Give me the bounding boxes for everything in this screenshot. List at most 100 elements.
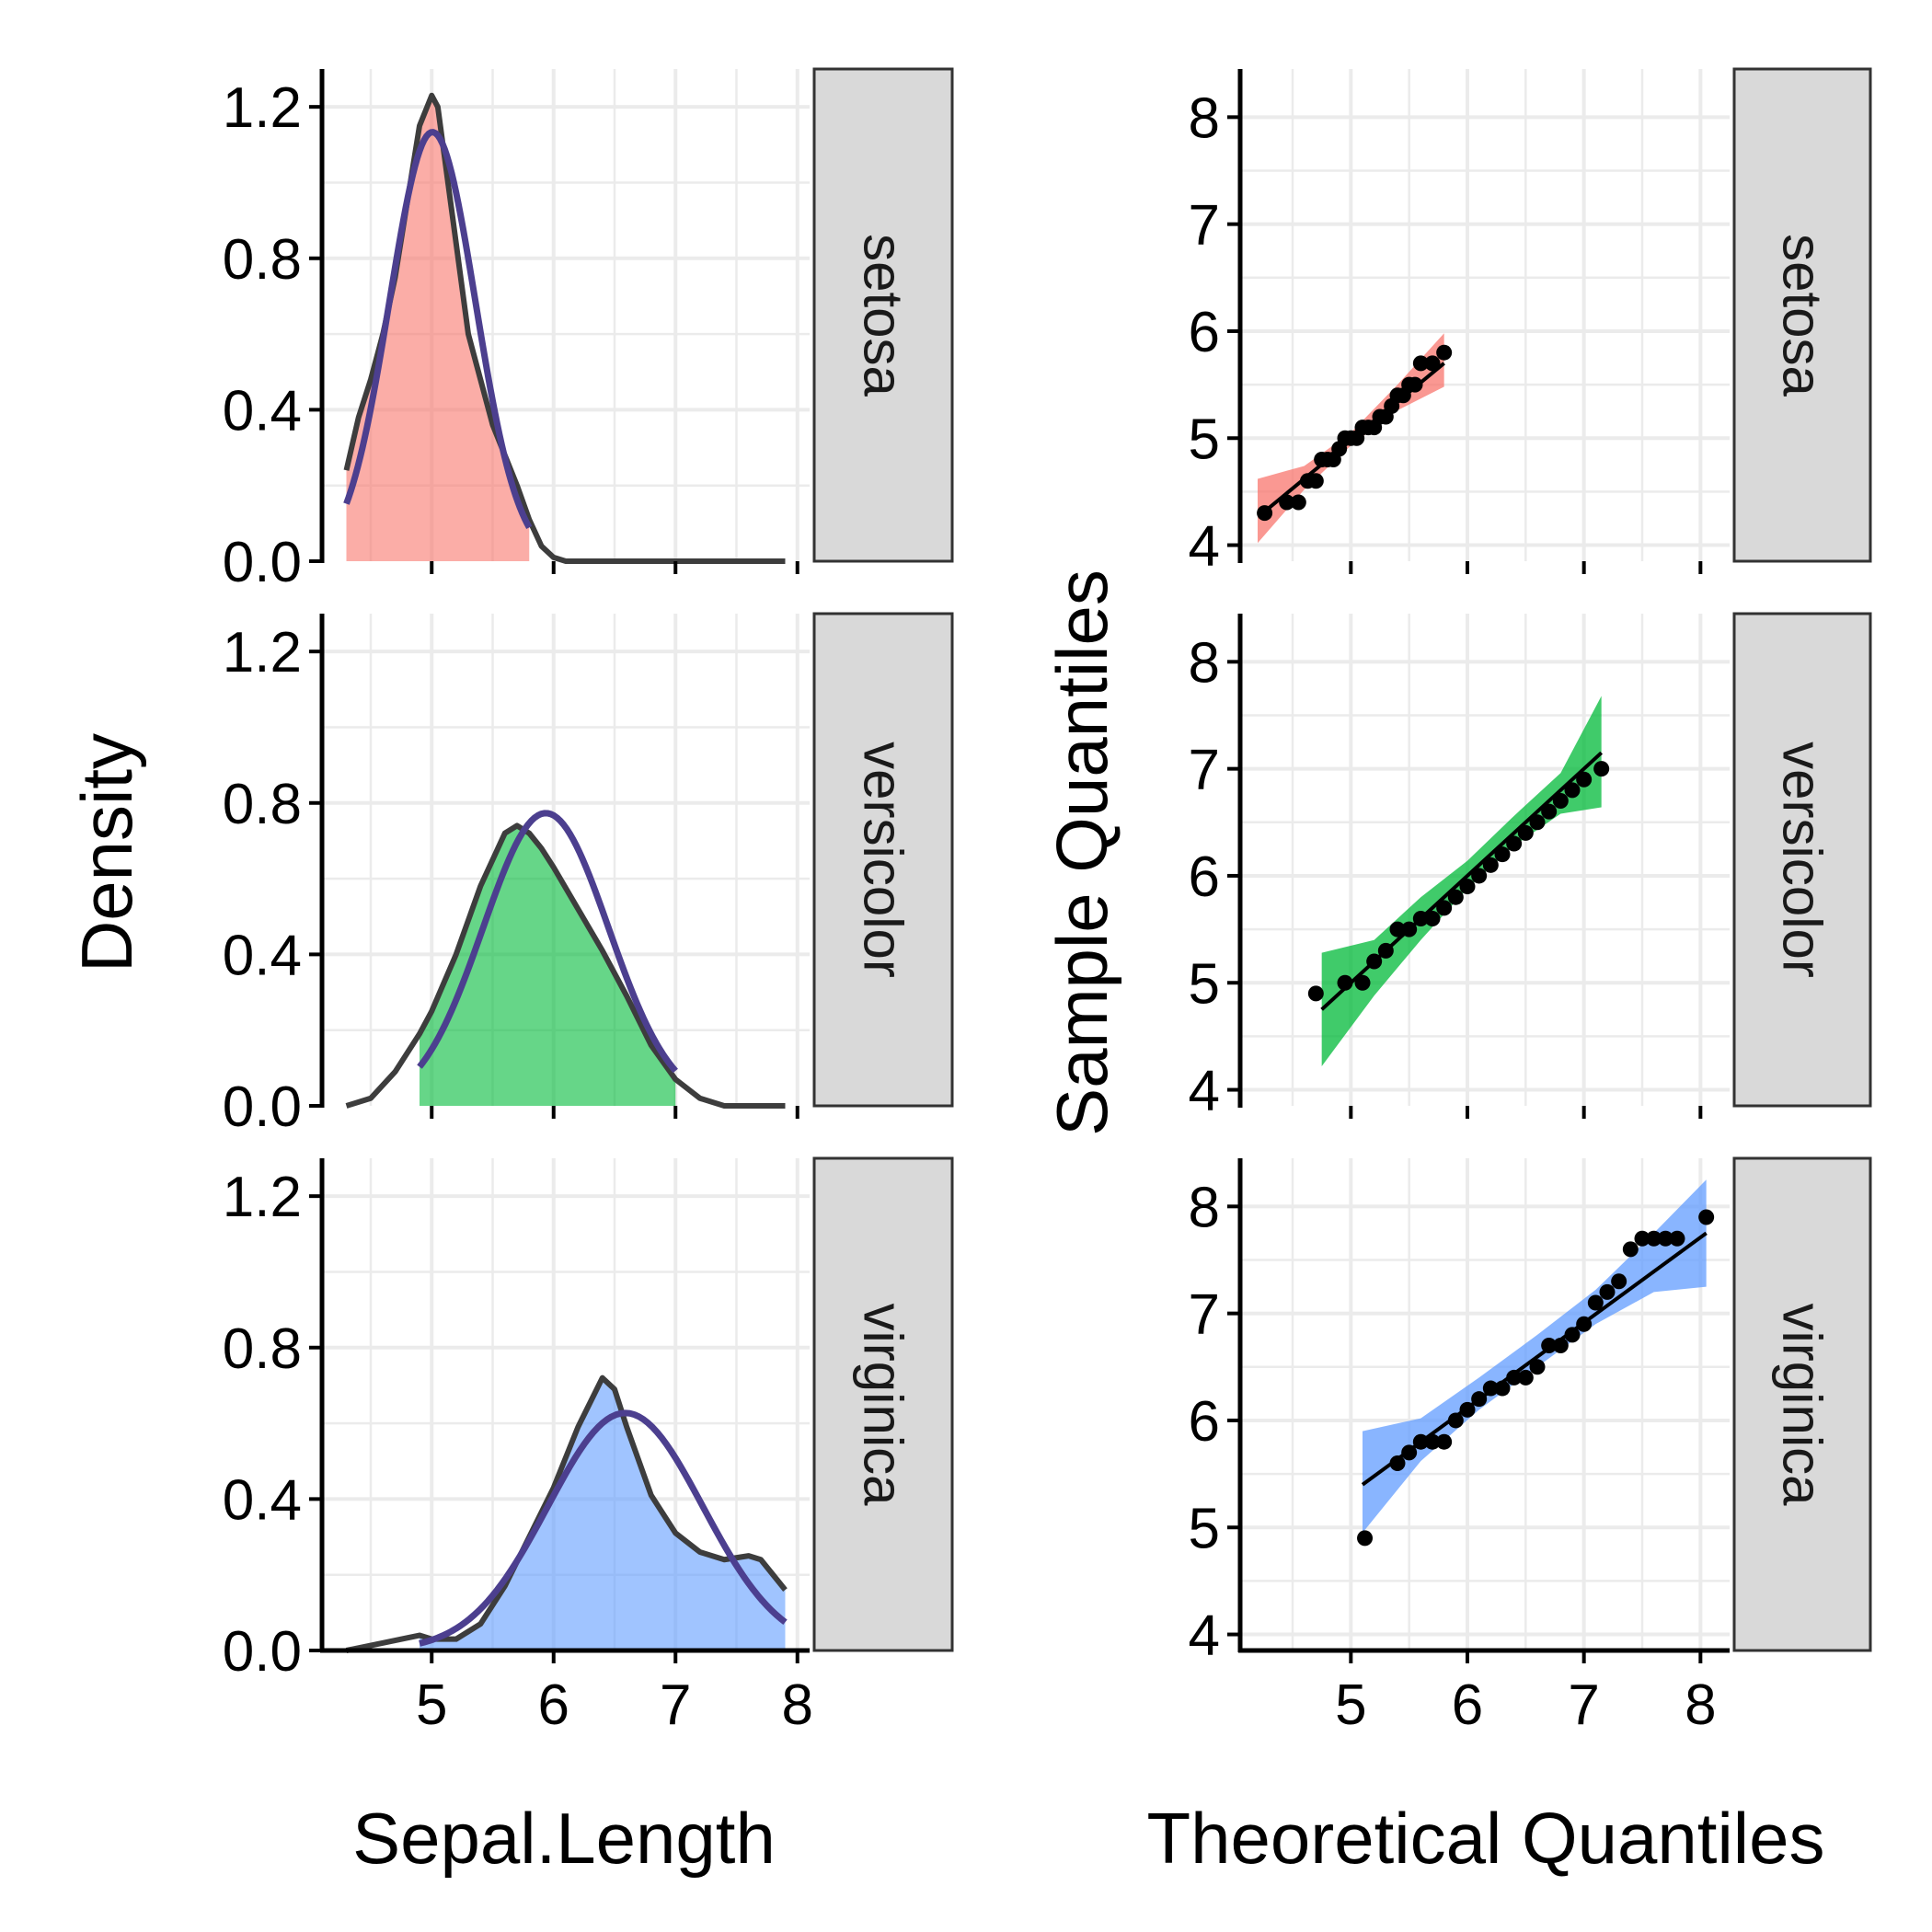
qq-virginica-x-tick-label: 7	[1568, 1673, 1599, 1737]
density-setosa-y-tick-label: 0.8	[223, 228, 302, 292]
qq-virginica-point	[1599, 1283, 1616, 1300]
qq-virginica-point	[1401, 1444, 1418, 1461]
density-virginica-strip	[812, 1156, 954, 1652]
qq-virginica-point	[1541, 1338, 1558, 1354]
qq-virginica-point	[1657, 1230, 1673, 1247]
qq-setosa-point	[1307, 473, 1324, 489]
qq-versicolor-point	[1482, 857, 1499, 873]
qq-setosa-point	[1436, 344, 1453, 361]
qq-versicolor-point	[1564, 782, 1581, 799]
density-setosa-strip-label: setosa	[853, 234, 914, 397]
qq-virginica-point	[1436, 1433, 1453, 1450]
qq-virginica-x-tick-label: 5	[1335, 1673, 1366, 1737]
density-versicolor-strip-label: versicolor	[853, 742, 914, 978]
density-virginica-x-tick-label: 5	[416, 1673, 447, 1737]
qq-virginica-point	[1698, 1209, 1715, 1225]
qq-virginica-point	[1389, 1455, 1406, 1471]
qq-versicolor-point	[1389, 921, 1406, 937]
qq-versicolor-reference-line	[1320, 751, 1604, 1011]
data-layer	[343, 92, 1715, 1653]
qq-versicolor-point	[1307, 985, 1324, 1002]
qq-virginica-point	[1529, 1359, 1546, 1375]
qq-versicolor-point	[1412, 910, 1429, 926]
qq-versicolor-point	[1541, 803, 1558, 820]
qq-versicolor-y-tick-label: 5	[1189, 952, 1220, 1016]
qq-versicolor-point	[1576, 771, 1593, 788]
qq-versicolor-point	[1354, 974, 1371, 991]
qq-setosa-y-tick-label: 8	[1189, 86, 1220, 150]
density-setosa-y-tick-label: 0.0	[223, 531, 302, 594]
density-setosa-density-area	[346, 95, 530, 562]
qq-setosa-strip-label: setosa	[1772, 234, 1834, 397]
qq-setosa-y-tick-label: 6	[1189, 301, 1220, 364]
qq-virginica-y-tick-label: 7	[1189, 1283, 1220, 1347]
density-virginica-normal-curve	[419, 1409, 788, 1647]
qq-virginica-point	[1576, 1316, 1593, 1332]
qq-virginica-y-tick-label: 6	[1189, 1390, 1220, 1454]
density-virginica-y-tick-label: 0.4	[223, 1468, 302, 1532]
qq-virginica-point	[1482, 1380, 1499, 1397]
density-setosa-strip	[812, 67, 954, 563]
qq-versicolor-strip-label: versicolor	[1772, 742, 1834, 978]
qq-setosa-strip	[1732, 67, 1872, 563]
left-y-axis-title: Density	[66, 733, 147, 972]
density-versicolor-y-tick-label: 0.4	[223, 924, 302, 987]
qq-virginica-point	[1424, 1433, 1441, 1450]
qq-versicolor-point	[1436, 900, 1453, 916]
qq-setosa-point	[1290, 494, 1306, 511]
qq-setosa-y-tick-label: 7	[1189, 194, 1220, 258]
qq-virginica-point	[1357, 1530, 1374, 1547]
qq-virginica-point	[1646, 1230, 1662, 1247]
density-versicolor-y-tick-label: 0.0	[223, 1075, 302, 1139]
qq-versicolor-point	[1494, 846, 1511, 863]
qq-versicolor-y-tick-label: 8	[1189, 631, 1220, 695]
qq-virginica-point	[1634, 1230, 1650, 1247]
qq-virginica-point	[1552, 1338, 1569, 1354]
qq-virginica-point	[1494, 1380, 1511, 1397]
density-virginica-y-tick-label: 1.2	[223, 1166, 302, 1229]
qq-versicolor-point	[1377, 942, 1394, 959]
qq-setosa-point	[1424, 355, 1441, 372]
density-virginica-x-tick-label: 7	[660, 1673, 691, 1737]
qq-versicolor-point	[1337, 974, 1353, 991]
qq-versicolor-point	[1447, 889, 1464, 905]
qq-virginica-point	[1669, 1230, 1685, 1247]
qq-virginica-x-tick-label: 8	[1685, 1673, 1716, 1737]
qq-versicolor-point	[1593, 761, 1610, 777]
qq-versicolor-y-tick-label: 4	[1189, 1060, 1220, 1123]
qq-virginica-point	[1471, 1391, 1488, 1408]
right-x-axis-title: Theoretical Quantiles	[1146, 1798, 1824, 1879]
density-virginica-density-area	[420, 1377, 786, 1650]
qq-virginica-point	[1459, 1401, 1476, 1418]
qq-virginica-point	[1506, 1369, 1523, 1386]
qq-versicolor-point	[1529, 814, 1546, 831]
qq-versicolor-point	[1517, 824, 1534, 841]
qq-virginica-y-tick-label: 4	[1189, 1604, 1220, 1668]
qq-versicolor-y-tick-label: 6	[1189, 845, 1220, 909]
qq-virginica-point	[1447, 1412, 1464, 1429]
qq-virginica-point	[1622, 1241, 1639, 1258]
qq-versicolor-point	[1366, 953, 1383, 970]
qq-versicolor-point	[1401, 921, 1418, 937]
qq-versicolor-point	[1459, 879, 1476, 895]
qq-virginica-point	[1611, 1273, 1627, 1290]
density-virginica-y-tick-label: 0.0	[223, 1620, 302, 1684]
qq-setosa-y-tick-label: 4	[1189, 515, 1220, 579]
qq-versicolor-point	[1424, 910, 1441, 926]
qq-setosa-y-tick-label: 5	[1189, 408, 1220, 471]
axis-layer: 0.0 0.4 0.8 1.2 0.0 0.4 0.8 1.2 0.0 0.4 0.8 1.2 5 6 7 8…	[223, 69, 1730, 1737]
qq-virginica-strip	[1732, 1156, 1872, 1652]
density-versicolor-normal-curve	[417, 810, 678, 1074]
qq-virginica-point	[1412, 1433, 1429, 1450]
density-virginica-x-tick-label: 8	[782, 1673, 813, 1737]
density-setosa-y-tick-label: 0.4	[223, 379, 302, 443]
qq-virginica-point	[1564, 1327, 1581, 1343]
density-virginica-strip-label: virginica	[853, 1303, 914, 1506]
qq-versicolor-point	[1552, 793, 1569, 810]
density-virginica-y-tick-label: 0.8	[223, 1317, 302, 1381]
strip-layer: setosa versicolor virginica setosa versicolo…	[812, 67, 1872, 1652]
qq-versicolor-point	[1471, 868, 1488, 884]
density-versicolor-kde-line	[345, 822, 786, 1109]
density-versicolor-strip	[812, 612, 954, 1108]
